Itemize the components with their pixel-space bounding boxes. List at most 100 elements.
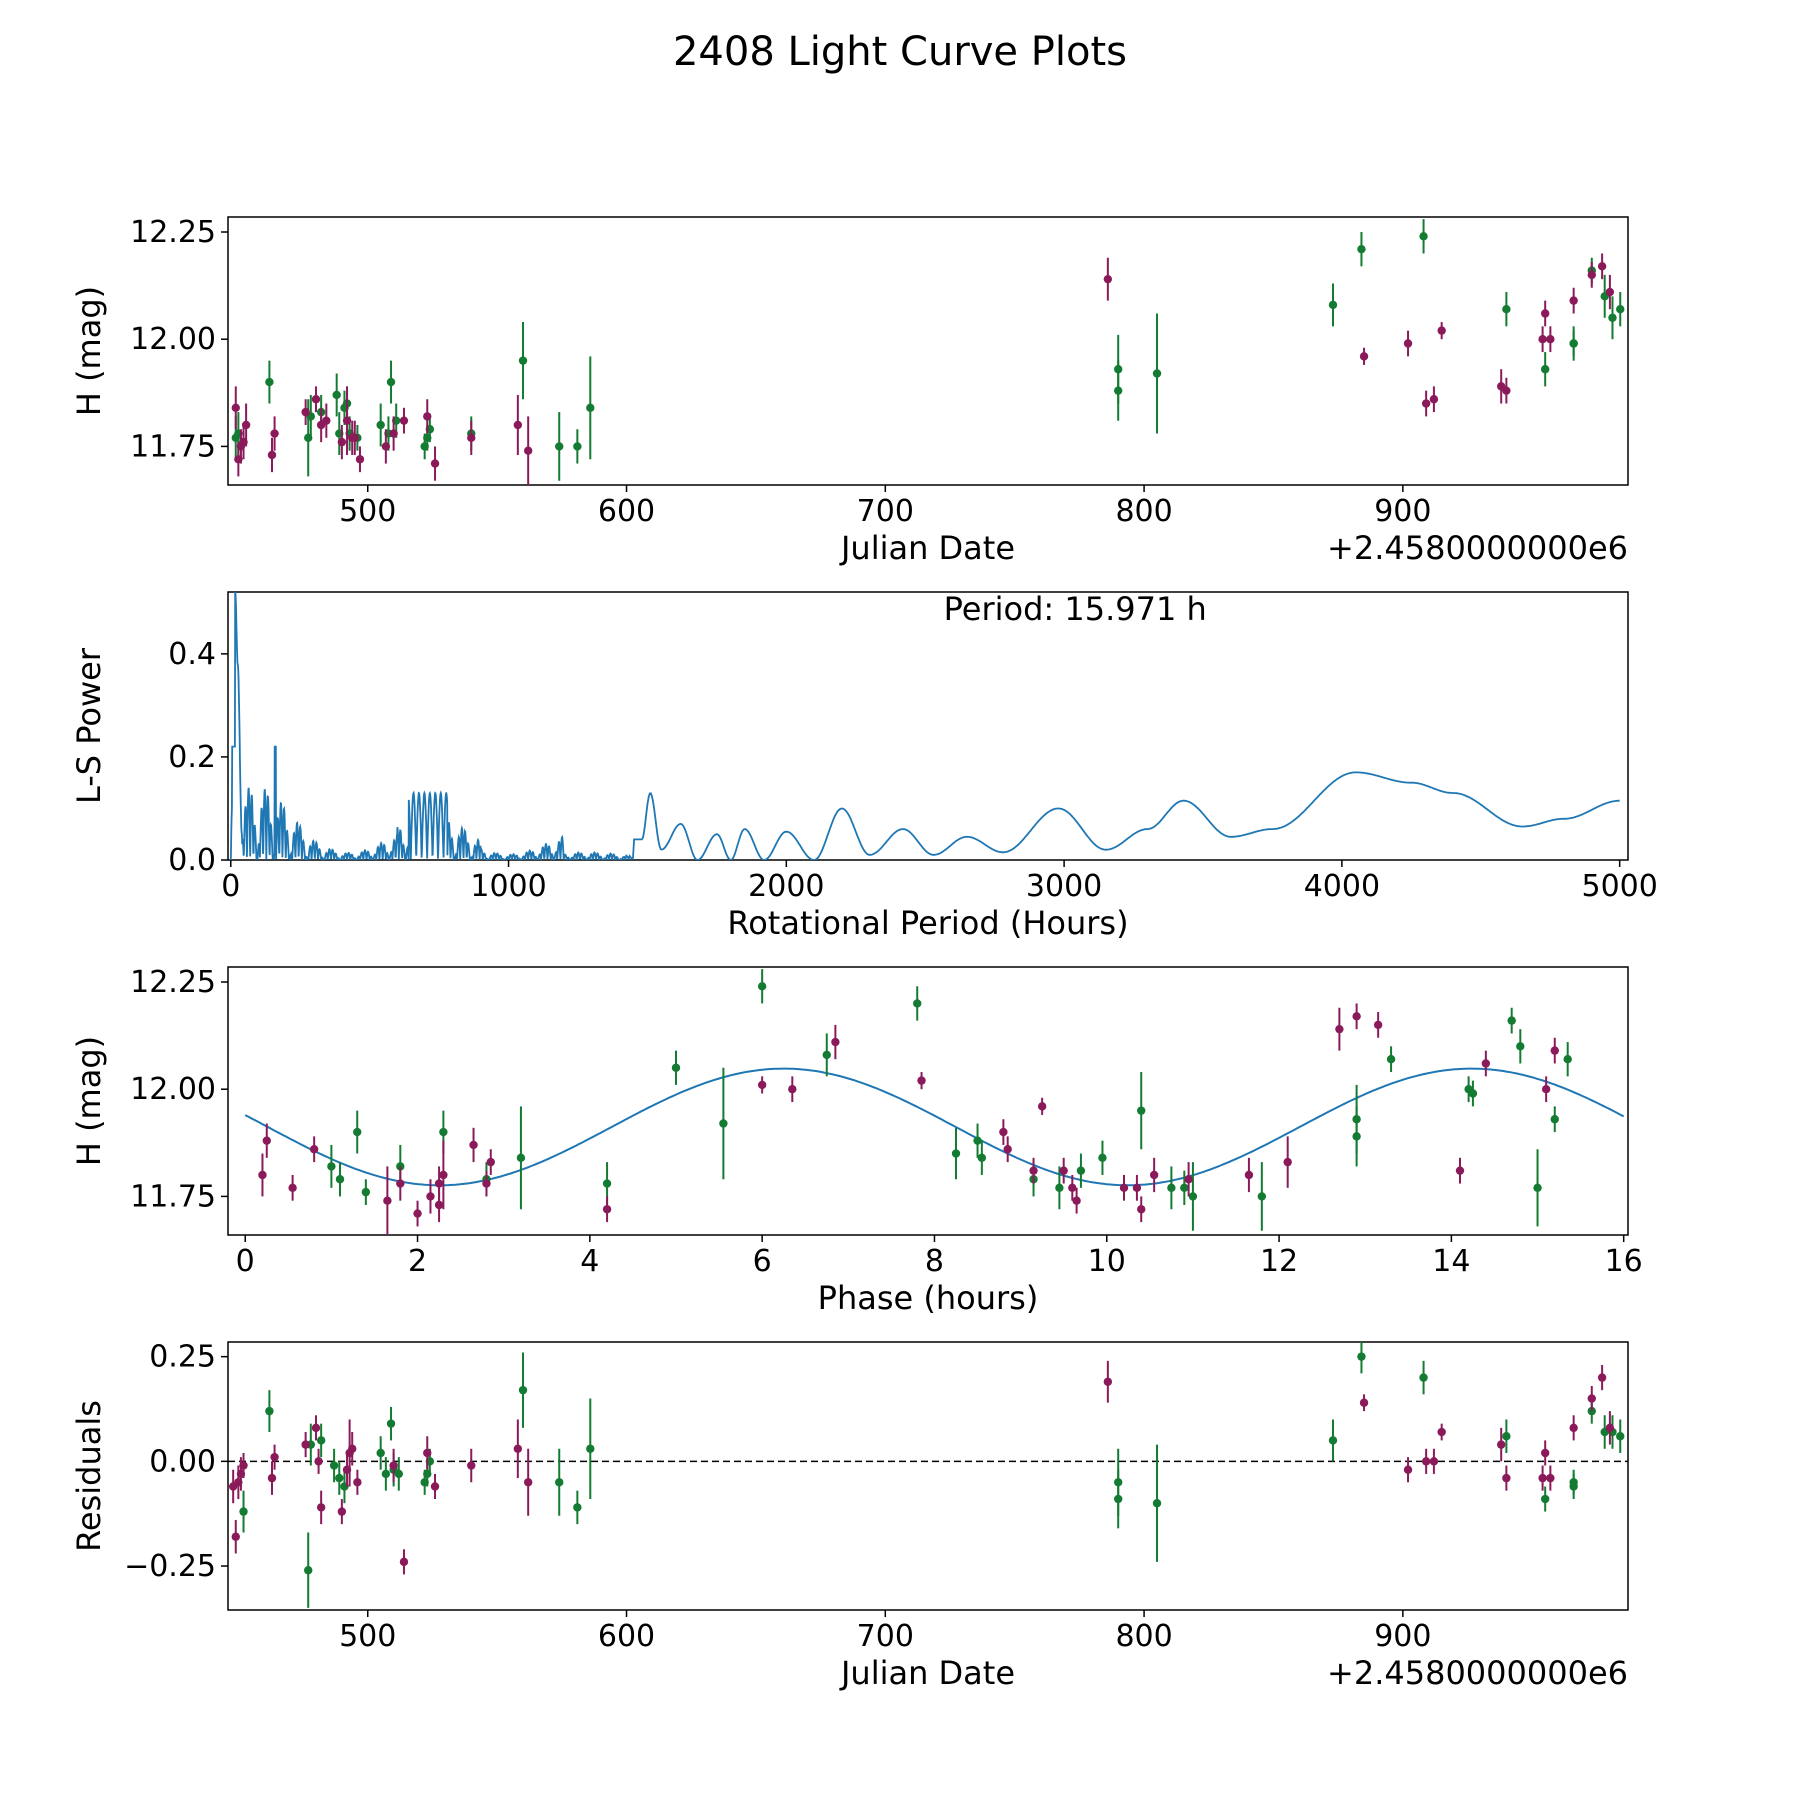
x-tick-label: 500 xyxy=(339,1619,396,1654)
data-point xyxy=(482,1179,491,1188)
data-point xyxy=(467,1461,476,1470)
data-point xyxy=(1569,296,1578,305)
data-point xyxy=(1616,1432,1625,1441)
y-tick-label: 0.0 xyxy=(168,843,216,878)
data-point xyxy=(1437,326,1446,335)
data-point xyxy=(1455,1166,1465,1175)
data-point xyxy=(1419,232,1428,241)
data-point xyxy=(1569,1423,1578,1433)
data-point xyxy=(265,377,274,387)
x-axis-label: Julian Date xyxy=(839,529,1015,567)
data-point xyxy=(1132,1183,1142,1193)
x-axis-label: Rotational Period (Hours) xyxy=(727,904,1128,942)
power-spectrum-line xyxy=(229,592,1620,860)
data-point xyxy=(1616,304,1625,314)
model-fit-curve xyxy=(244,1067,1625,1187)
x-tick-label: 700 xyxy=(857,1619,914,1654)
data-point xyxy=(1507,1016,1516,1025)
x-tick-label: 700 xyxy=(857,494,914,529)
x-tick-label: 5000 xyxy=(1581,869,1657,904)
data-point xyxy=(467,433,476,443)
data-point xyxy=(239,1507,248,1516)
data-point xyxy=(602,1179,612,1188)
phased-light-curve-plot: 0 2 4 6 8 10 12 14 16 11.75 12.00 12.25 Phase (hours… xyxy=(70,965,1643,1317)
data-point xyxy=(513,1444,523,1453)
data-point xyxy=(1098,1153,1107,1163)
y-tick-label: 11.75 xyxy=(130,1179,216,1214)
data-point xyxy=(342,416,352,425)
data-point xyxy=(516,1153,526,1163)
y-tick-label: 12.00 xyxy=(130,1072,216,1107)
data-point xyxy=(1357,244,1366,254)
data-point xyxy=(267,1473,277,1483)
data-point xyxy=(1605,287,1615,297)
data-point xyxy=(413,1209,422,1218)
plot-area xyxy=(231,219,1625,485)
data-point xyxy=(573,1503,582,1512)
y-tick-label: 0.25 xyxy=(149,1340,216,1375)
data-point xyxy=(469,1140,478,1150)
data-point xyxy=(1103,1377,1113,1386)
y-axis-label: H (mag) xyxy=(70,1036,108,1166)
data-point xyxy=(322,416,331,425)
data-point xyxy=(1502,386,1511,395)
data-point xyxy=(311,395,321,404)
data-point xyxy=(386,1419,396,1428)
data-point xyxy=(262,1136,271,1145)
x-tick-label: 12 xyxy=(1260,1244,1298,1279)
light-curve-plot: 500 600 700 800 900 11.75 12.00 12.25 Julian Dat… xyxy=(70,215,1629,567)
data-point xyxy=(1587,270,1596,280)
data-point xyxy=(1068,1183,1077,1193)
data-point xyxy=(1072,1196,1081,1205)
data-point xyxy=(335,1175,345,1184)
data-point xyxy=(1029,1166,1038,1175)
x-tick-label: 800 xyxy=(1115,494,1172,529)
x-tick-label: 6 xyxy=(753,1244,772,1279)
data-point xyxy=(309,1145,319,1154)
data-point xyxy=(1386,1054,1396,1064)
data-point xyxy=(555,1478,564,1487)
data-point xyxy=(361,1187,371,1197)
data-point xyxy=(1496,1440,1506,1449)
data-point xyxy=(1328,1436,1338,1445)
data-point xyxy=(1076,1166,1086,1175)
data-point xyxy=(430,459,440,468)
data-point xyxy=(265,1406,274,1416)
data-point xyxy=(1540,365,1550,374)
data-point xyxy=(1149,1170,1159,1180)
data-point xyxy=(337,437,347,447)
x-tick-label: 0 xyxy=(221,869,240,904)
data-point xyxy=(1037,1102,1047,1111)
data-point xyxy=(523,446,533,455)
x-tick-label: 500 xyxy=(339,494,396,529)
figure-title: 2408 Light Curve Plots xyxy=(673,29,1127,75)
x-tick-label: 14 xyxy=(1432,1244,1470,1279)
y-tick-label: 11.75 xyxy=(130,429,216,464)
data-point xyxy=(311,1423,321,1433)
data-point xyxy=(381,1469,391,1479)
data-point xyxy=(1373,1020,1383,1030)
data-point xyxy=(1597,262,1607,271)
y-tick-label: 12.00 xyxy=(130,322,216,357)
data-point xyxy=(288,1183,297,1193)
data-point xyxy=(1540,309,1550,318)
x-tick-label: 900 xyxy=(1374,494,1431,529)
data-point xyxy=(434,1179,444,1188)
data-point xyxy=(573,442,582,451)
data-point xyxy=(1103,274,1113,284)
data-point xyxy=(586,403,595,413)
x-tick-label: 900 xyxy=(1374,1619,1431,1654)
y-tick-label: 12.25 xyxy=(130,965,216,1000)
axes-frame xyxy=(227,966,1629,1236)
data-point xyxy=(399,416,409,425)
data-point xyxy=(1421,399,1431,408)
data-point xyxy=(353,1478,362,1487)
data-point xyxy=(231,1532,240,1541)
data-point xyxy=(301,407,310,417)
data-point xyxy=(1437,1427,1446,1437)
data-point xyxy=(757,1080,767,1090)
data-point xyxy=(1152,369,1162,378)
data-point xyxy=(1421,1457,1431,1466)
data-point xyxy=(316,1503,326,1512)
